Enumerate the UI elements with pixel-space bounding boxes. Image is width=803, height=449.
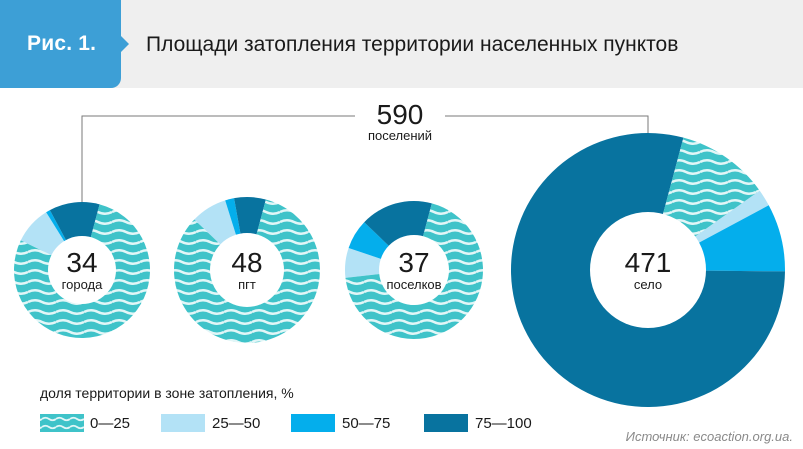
total-label: поселений <box>368 128 432 143</box>
donut-hole <box>590 212 706 328</box>
donut-label: города <box>62 277 103 292</box>
legend-label-0-25: 0—25 <box>90 415 130 432</box>
donut-hole <box>48 236 116 304</box>
legend-label-25-50: 25—50 <box>212 415 260 432</box>
donut-count: 48 <box>231 247 262 278</box>
legend-label-75-100: 75—100 <box>475 415 532 432</box>
legend-label-50-75: 50—75 <box>342 415 390 432</box>
donut-label: пгт <box>238 277 256 292</box>
donut-label: поселков <box>386 277 441 292</box>
source-note: Источник: ecoaction.org.ua. <box>626 429 793 444</box>
legend-item-25-50: 25—50 <box>161 414 260 432</box>
legend-swatch-0-25 <box>40 414 84 432</box>
donut-hole <box>379 235 449 305</box>
donut-chart: 590 поселений 34города48пгт37поселков471… <box>14 99 793 444</box>
legend-swatch-50-75 <box>291 414 335 432</box>
total-bracket <box>81 115 649 205</box>
donut-hole <box>210 233 284 307</box>
figure-label-tab: Рис. 1. <box>0 0 129 88</box>
donut-count: 471 <box>625 247 672 278</box>
legend-item-75-100: 75—100 <box>424 414 532 432</box>
figure-header: Рис. 1. Площади затопления территории на… <box>0 0 803 88</box>
legend-swatch-75-100 <box>424 414 468 432</box>
legend-title: доля территории в зоне затопления, % <box>40 385 294 401</box>
donut-label: село <box>634 277 662 292</box>
figure-label: Рис. 1. <box>27 32 97 55</box>
legend-item-0-25: 0—25 <box>40 414 130 432</box>
donut-count: 37 <box>398 247 429 278</box>
total-value: 590 <box>377 99 424 130</box>
legend-swatch-25-50 <box>161 414 205 432</box>
donut-count: 34 <box>66 247 97 278</box>
slice-75-100 <box>49 202 100 270</box>
figure-title: Площади затопления территории населенных… <box>146 33 679 56</box>
legend-item-50-75: 50—75 <box>291 414 390 432</box>
